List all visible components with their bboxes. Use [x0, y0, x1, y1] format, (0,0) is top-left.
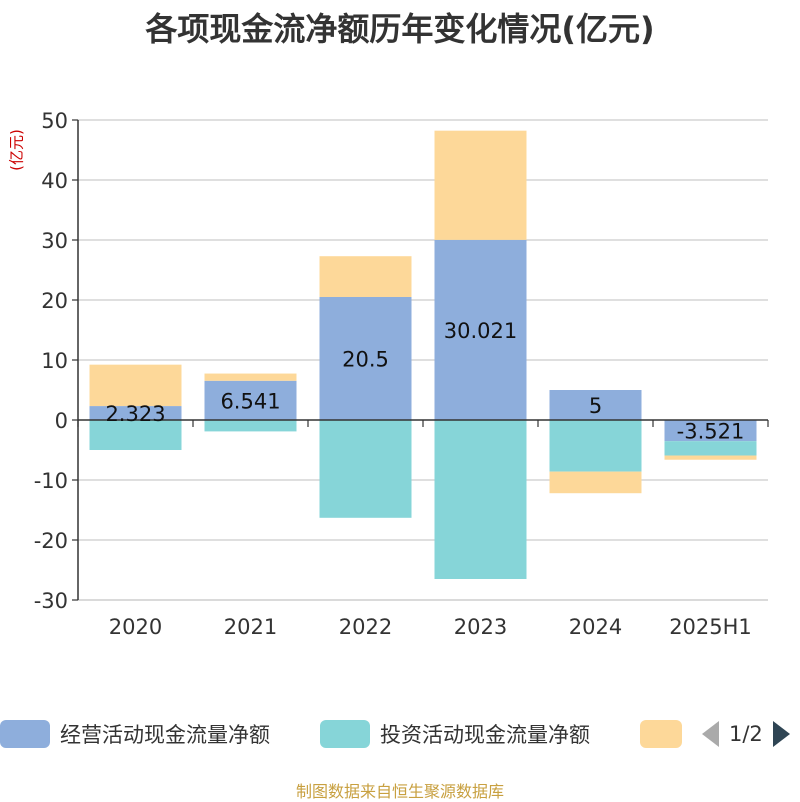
pager-prev-icon[interactable]: [702, 721, 719, 747]
legend-pager: 1/2: [702, 716, 790, 752]
chart-title: 各项现金流净额历年变化情况(亿元): [145, 10, 655, 48]
bar-series3-2020: [89, 364, 182, 407]
legend: 经营活动现金流量净额 投资活动现金流量净额 1/2: [0, 716, 800, 752]
bar-series3-2025H1: [664, 455, 757, 460]
bar-series1-2021: [204, 380, 297, 420]
legend-item-financing[interactable]: [640, 716, 682, 752]
legend-item-investing[interactable]: 投资活动现金流量净额: [320, 716, 590, 752]
source-note: 制图数据来自恒生聚源数据库: [295, 782, 504, 801]
y-tick-label: -20: [34, 529, 68, 553]
data-label-2024: 5: [589, 394, 602, 418]
pager-text: 1/2: [729, 722, 763, 746]
bar-series2-2025H1: [664, 441, 757, 456]
y-tick-label: 50: [41, 109, 68, 133]
y-tick-label: 30: [41, 229, 68, 253]
x-tick-label: 2023: [454, 615, 507, 639]
bar-series1-2023: [434, 239, 527, 420]
pager-next-icon[interactable]: [772, 721, 790, 747]
y-tick-label: 20: [41, 289, 68, 313]
bar-series3-2023: [434, 130, 527, 240]
x-tick-label: 2021: [224, 615, 277, 639]
data-label-2023: 30.021: [444, 319, 517, 343]
x-tick-label: 2025H1: [669, 615, 752, 639]
legend-label-operating: 经营活动现金流量净额: [60, 723, 270, 747]
y-tick-label: -30: [34, 589, 68, 613]
x-tick-label: 2022: [339, 615, 392, 639]
y-tick-label: 10: [41, 349, 68, 373]
y-tick-label: 0: [55, 409, 68, 433]
legend-swatch-investing: [320, 720, 370, 748]
bar-series2-2021: [204, 420, 297, 432]
bar-series2-2022: [319, 420, 412, 518]
legend-swatch-operating: [0, 720, 50, 748]
y-tick-label: -10: [34, 469, 68, 493]
bar-series2-2020: [89, 420, 182, 450]
bar-series3-2021: [204, 373, 297, 381]
data-label-2020: 2.323: [105, 402, 165, 426]
legend-label-investing: 投资活动现金流量净额: [380, 723, 590, 747]
bar-series1-2022: [319, 297, 412, 420]
chart-plot: 50 40 30 20 10 0 -10 -20 -30 2020 2021 2022 2023 2024…: [34, 109, 769, 639]
bar-series2-2024: [549, 420, 642, 472]
bar-series3-2024: [549, 471, 642, 494]
y-tick-label: 40: [41, 169, 68, 193]
data-label-2022: 20.5: [342, 348, 389, 372]
bar-series1-2025H1: [664, 420, 757, 442]
bar-series1-2024: [549, 390, 642, 420]
bar-series3-2022: [319, 256, 412, 297]
bar-series2-2023: [434, 420, 527, 579]
data-label-2025H1: -3.521: [677, 420, 745, 444]
data-label-2021: 6.541: [220, 389, 280, 413]
x-tick-label: 2020: [109, 615, 162, 639]
legend-swatch-financing: [640, 720, 682, 748]
x-tick-label: 2024: [569, 615, 622, 639]
bar-series1-2020: [89, 406, 182, 420]
legend-item-operating[interactable]: 经营活动现金流量净额: [0, 716, 270, 752]
